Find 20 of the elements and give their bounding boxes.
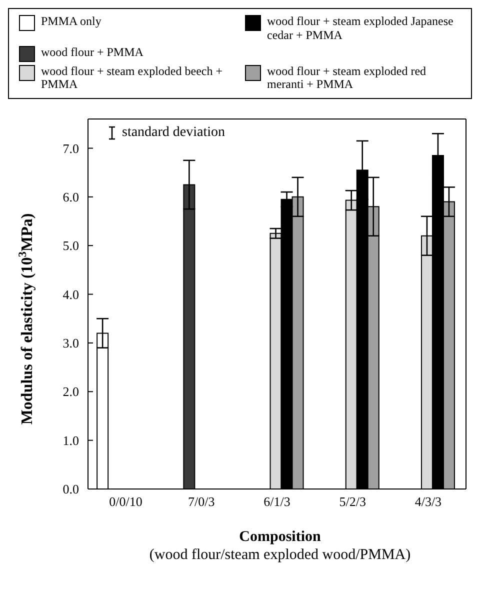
y-tick-label: 6.0	[62, 190, 79, 205]
legend-label: wood flour + steam exploded beech + PMMA	[41, 64, 224, 92]
y-tick-label: 3.0	[62, 336, 79, 351]
legend-label: wood flour + steam exploded red meranti + PMMA	[267, 64, 428, 92]
x-tick-label: 4/3/3	[414, 494, 442, 510]
annotation: standard deviation	[122, 125, 226, 142]
x-tick-label: 5/2/3	[339, 494, 366, 510]
y-tick-label: 5.0	[62, 238, 79, 254]
x-tick-label: 7/0/3	[188, 494, 215, 510]
y-tick-label: 2.0	[62, 384, 79, 400]
y-tick-label: 7.0	[62, 141, 79, 156]
x-tick-label: 6/1/3	[264, 494, 290, 510]
x-tick-label: 0/0/10	[109, 494, 142, 510]
legend-label: PMMA only	[41, 14, 102, 29]
legend-label: wood flour + steam exploded Japanese cedar + PMMA	[267, 14, 454, 43]
y-tick-label: 0.0	[62, 482, 79, 497]
y-tick-label: 4.0	[62, 287, 79, 302]
y-tick-label: 1.0	[62, 433, 79, 448]
x-axis-title: Composition (wood flour/steam exploded wood/PMMA)	[149, 529, 411, 564]
legend-label: wood flour + PMMA	[41, 44, 144, 60]
